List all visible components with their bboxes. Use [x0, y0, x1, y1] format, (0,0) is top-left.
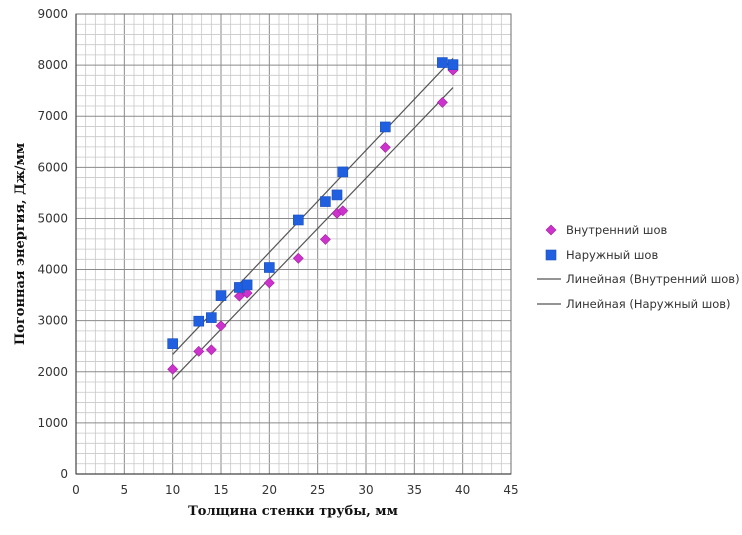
data-point-inner [379, 141, 391, 153]
x-tick-label: 0 [72, 483, 80, 497]
legend-label: Наружный шов [566, 248, 658, 262]
trendlines [172, 58, 454, 380]
x-tick-label: 20 [262, 483, 277, 497]
data-point-outer [320, 196, 331, 207]
y-tick-label: 9000 [37, 7, 68, 21]
data-point-outer [437, 57, 448, 68]
plot-border [75, 13, 512, 475]
data-point-outer [380, 121, 391, 133]
data-point-outer [293, 214, 304, 226]
legend-label: Внутренний шов [566, 223, 667, 237]
legend: Внутренний шов Наружный шов Линейная (Внут… [537, 223, 740, 311]
y-tick-label: 5000 [37, 211, 68, 225]
data-point-outer [215, 290, 227, 301]
data-point-outer [167, 338, 178, 349]
trendline [172, 58, 454, 355]
data-point-outer [264, 262, 275, 273]
x-tick-label: 10 [165, 483, 180, 497]
tick-labels: 0 5 10 15 20 25 30 35 40 45 0 1000 2000 3000 4000 5000 6… [37, 7, 518, 497]
data-point-inner [193, 345, 205, 357]
data-point-outer [331, 189, 343, 201]
x-tick-label: 25 [310, 483, 325, 497]
data-point-inner [337, 205, 349, 217]
y-tick-label: 1000 [37, 416, 68, 430]
grid [75, 13, 512, 475]
trendline [172, 87, 454, 380]
x-tick-label: 5 [121, 483, 129, 497]
y-tick-label: 0 [60, 467, 68, 481]
legend-marker [545, 224, 557, 236]
x-tick-label: 45 [503, 483, 518, 497]
data-point-outer [241, 279, 253, 291]
x-tick-label: 30 [358, 483, 373, 497]
data-points [167, 57, 459, 375]
data-point-outer [337, 166, 349, 178]
data-point-inner [205, 344, 217, 356]
data-point-outer [447, 59, 459, 70]
legend-label: Линейная (Внутренний шов) [566, 272, 740, 286]
y-tick-label: 2000 [37, 365, 68, 379]
x-tick-label: 15 [213, 483, 228, 497]
x-tick-label: 35 [407, 483, 422, 497]
y-axis-title: Погонная энергия, Дж/мм [13, 143, 28, 345]
data-point-inner [319, 233, 331, 245]
data-point-inner [215, 320, 227, 332]
y-tick-label: 8000 [37, 58, 68, 72]
data-point-inner [233, 290, 245, 302]
legend-marker [545, 249, 557, 261]
x-tick-label: 40 [455, 483, 470, 497]
data-point-inner [167, 363, 179, 375]
y-tick-label: 3000 [37, 314, 68, 328]
data-point-inner [263, 277, 275, 289]
data-point-inner [436, 96, 448, 108]
y-tick-label: 4000 [37, 263, 68, 277]
x-axis-title: Толщина стенки трубы, мм [188, 504, 398, 519]
plot-frame [75, 13, 512, 475]
data-point-inner [292, 252, 304, 264]
legend-label: Линейная (Наружный шов) [566, 297, 731, 311]
data-point-outer [193, 315, 205, 327]
data-point-outer [206, 312, 217, 323]
y-tick-label: 6000 [37, 160, 68, 174]
y-tick-label: 7000 [37, 109, 68, 123]
